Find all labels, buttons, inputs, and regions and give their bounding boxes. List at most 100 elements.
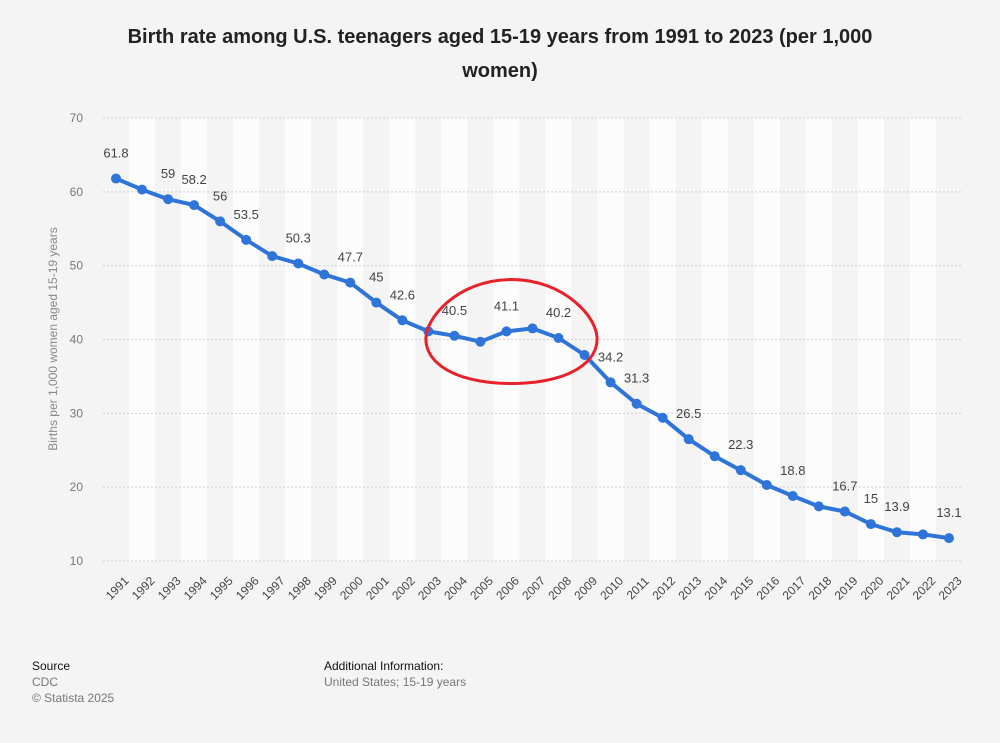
- point-2007: [527, 323, 538, 334]
- x-tick-2019: 2019: [832, 574, 861, 603]
- point-2012: [657, 412, 668, 423]
- band-2000: [337, 118, 364, 561]
- x-tick-2018: 2018: [806, 574, 835, 603]
- point-2004: [449, 330, 460, 341]
- data-label-1993: 59: [161, 166, 175, 181]
- point-1991: [111, 173, 122, 184]
- y-axis-ticks: 10 20 30 40 50 60 70: [70, 111, 84, 568]
- data-label-2001: 45: [369, 270, 383, 285]
- point-1997: [267, 251, 278, 262]
- x-tick-1996: 1996: [233, 574, 262, 603]
- point-2015: [735, 465, 746, 476]
- y-tick-70: 70: [70, 111, 84, 125]
- x-tick-2017: 2017: [780, 574, 809, 603]
- y-tick-10: 10: [70, 554, 84, 568]
- data-label-2010: 34.2: [598, 349, 623, 364]
- band-1994: [181, 118, 208, 561]
- point-2006: [501, 326, 512, 337]
- point-2022: [917, 529, 928, 540]
- data-label-2000: 47.7: [338, 250, 363, 265]
- x-tick-1994: 1994: [181, 574, 210, 603]
- x-tick-2015: 2015: [728, 574, 757, 603]
- point-2002: [397, 315, 408, 326]
- point-2014: [709, 451, 720, 462]
- point-2009: [579, 350, 590, 361]
- gridlines: [103, 117, 962, 562]
- data-label-2002: 42.6: [390, 287, 415, 302]
- data-label-1995: 56: [213, 188, 227, 203]
- x-tick-2008: 2008: [545, 574, 574, 603]
- point-2005: [475, 336, 486, 347]
- data-label-2006: 41.1: [494, 298, 519, 313]
- y-tick-60: 60: [70, 185, 84, 199]
- point-2011: [631, 398, 642, 409]
- data-label-2020: 15: [864, 491, 878, 506]
- data-label-2004: 40.5: [442, 303, 467, 318]
- x-axis-ticks: 1991199219931994199519961997199819992000…: [103, 574, 965, 603]
- y-tick-30: 30: [70, 406, 84, 420]
- point-2020: [865, 519, 876, 530]
- data-label-2013: 26.5: [676, 406, 701, 421]
- x-tick-1999: 1999: [311, 574, 340, 603]
- x-tick-2001: 2001: [363, 574, 392, 603]
- x-tick-2002: 2002: [389, 574, 418, 603]
- x-tick-2020: 2020: [858, 574, 887, 603]
- data-label-2019: 16.7: [832, 479, 857, 494]
- x-tick-1993: 1993: [155, 574, 184, 603]
- data-labels: 61.8 59 58.2 56 53.5 50.3 47.7 45 42.6 40.5 41.1 40…: [103, 146, 961, 521]
- info-text: United States; 15-19 years: [324, 675, 467, 689]
- point-2001: [371, 297, 382, 308]
- y-tick-40: 40: [70, 333, 84, 347]
- data-label-1991: 61.8: [103, 146, 128, 161]
- x-tick-2021: 2021: [884, 574, 913, 603]
- x-tick-2011: 2011: [624, 574, 652, 602]
- x-tick-2014: 2014: [701, 574, 730, 603]
- x-tick-2013: 2013: [675, 574, 704, 603]
- point-1996: [241, 234, 252, 245]
- point-1994: [189, 200, 200, 211]
- data-label-1994: 58.2: [181, 172, 206, 187]
- point-2021: [891, 527, 902, 538]
- data-label-1998: 50.3: [286, 230, 311, 245]
- point-2000: [345, 277, 356, 288]
- data-label-1996: 53.5: [234, 207, 259, 222]
- source-section: Source CDC © Statista 2025: [32, 658, 114, 706]
- point-2008: [553, 333, 564, 344]
- point-2019: [839, 506, 850, 517]
- x-tick-2007: 2007: [519, 574, 548, 603]
- point-2016: [761, 479, 772, 490]
- x-tick-2016: 2016: [754, 574, 783, 603]
- data-label-2015: 22.3: [728, 437, 753, 452]
- x-tick-1995: 1995: [207, 574, 236, 603]
- data-label-2008: 40.2: [546, 305, 571, 320]
- annotation-circle: [424, 277, 599, 385]
- x-tick-2010: 2010: [597, 574, 626, 603]
- point-2023: [943, 533, 954, 544]
- y-tick-20: 20: [70, 480, 84, 494]
- data-label-2021: 13.9: [884, 499, 909, 514]
- x-tick-1998: 1998: [285, 574, 314, 603]
- x-tick-2005: 2005: [467, 574, 496, 603]
- band-1996: [233, 118, 260, 561]
- x-tick-2006: 2006: [493, 574, 522, 603]
- y-tick-50: 50: [70, 259, 84, 273]
- additional-info-section: Additional Information: United States; 1…: [324, 658, 466, 690]
- point-2010: [605, 377, 616, 388]
- source-name: CDC: [32, 675, 58, 689]
- point-2017: [787, 491, 798, 502]
- x-tick-2009: 2009: [571, 574, 600, 603]
- band-1998: [285, 118, 312, 561]
- x-tick-2012: 2012: [649, 574, 678, 603]
- x-tick-2022: 2022: [910, 574, 939, 603]
- point-2018: [813, 501, 824, 512]
- x-tick-1991: 1991: [103, 574, 132, 603]
- point-2013: [683, 434, 694, 445]
- x-tick-1992: 1992: [129, 574, 158, 603]
- copyright: © Statista 2025: [32, 691, 115, 705]
- data-label-2023: 13.1: [936, 505, 961, 520]
- point-1998: [293, 258, 304, 269]
- x-tick-1997: 1997: [259, 574, 288, 603]
- data-points: [111, 173, 954, 544]
- x-tick-2004: 2004: [441, 574, 470, 603]
